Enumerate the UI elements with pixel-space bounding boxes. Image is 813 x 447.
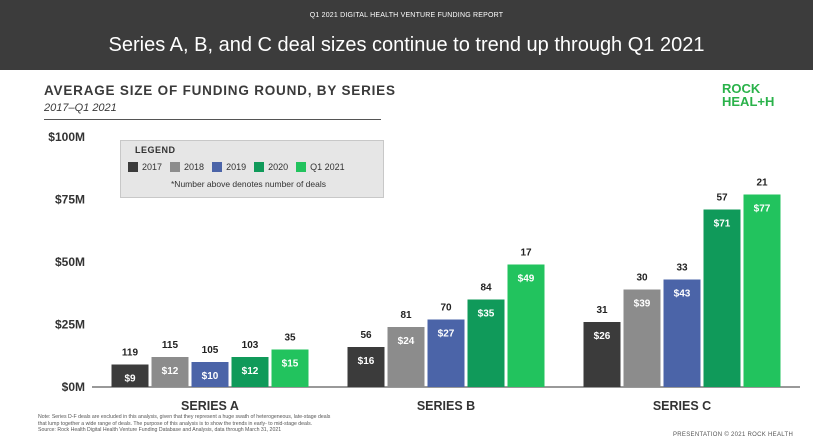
deal-count-label: 115	[162, 340, 179, 351]
bar	[467, 299, 505, 387]
bar-value-label: $26	[594, 331, 611, 342]
logo-line-2: HEAL+H	[722, 94, 775, 109]
deal-count-label: 103	[242, 340, 259, 351]
legend-label: Q1 2021	[310, 162, 345, 172]
deal-count-label: 119	[122, 348, 139, 359]
bar	[623, 289, 661, 387]
bar-value-label: $77	[754, 204, 771, 215]
bar	[231, 357, 269, 387]
legend-swatch	[212, 162, 223, 172]
y-tick-label: $50M	[55, 255, 85, 269]
deal-count-label: 33	[676, 263, 688, 274]
bar-value-label: $12	[162, 366, 179, 377]
header-banner: Q1 2021 DIGITAL HEALTH VENTURE FUNDING R…	[0, 0, 813, 70]
legend-note: *Number above denotes number of deals	[171, 179, 326, 189]
legend-item: 2017	[128, 162, 162, 172]
bar-value-label: $35	[478, 309, 495, 320]
bar-value-label: $15	[282, 359, 299, 370]
bar-value-label: $9	[124, 374, 136, 385]
bar	[663, 279, 701, 387]
y-tick-label: $0M	[62, 380, 85, 394]
bar	[703, 209, 741, 387]
deal-count-label: 81	[400, 310, 412, 321]
footnote: Note: Series D-F deals are excluded in t…	[38, 414, 378, 434]
rock-health-logo: ROCK HEAL+H	[722, 82, 774, 108]
deal-count-label: 21	[756, 178, 768, 189]
bar	[507, 264, 545, 387]
legend-item: 2019	[212, 162, 246, 172]
bar-value-label: $71	[714, 219, 731, 230]
bar	[387, 327, 425, 387]
legend-swatch	[170, 162, 181, 172]
chart-subtitle: 2017–Q1 2021	[44, 102, 117, 114]
bar	[111, 364, 149, 387]
legend-label: 2017	[142, 162, 163, 172]
bar-value-label: $39	[634, 299, 651, 310]
slide-headline: Series A, B, and C deal sizes continue t…	[108, 34, 705, 56]
legend-item: 2020	[254, 162, 288, 172]
bar-value-label: $49	[518, 274, 535, 285]
deal-count-label: 35	[284, 333, 296, 344]
deal-count-label: 30	[636, 273, 648, 284]
deal-count-label: 57	[716, 193, 728, 204]
logo-line-1: ROCK	[722, 81, 761, 96]
bar-value-label: $16	[358, 356, 375, 367]
deal-count-label: 56	[360, 330, 372, 341]
report-label: Q1 2021 DIGITAL HEALTH VENTURE FUNDING R…	[309, 12, 504, 19]
x-category-label: SERIES B	[417, 399, 475, 413]
legend-label: 2018	[184, 162, 205, 172]
bar	[583, 322, 621, 387]
chart-title: AVERAGE SIZE OF FUNDING ROUND, BY SERIES	[44, 83, 396, 98]
deal-count-label: 31	[596, 305, 608, 316]
bar-value-label: $12	[242, 366, 259, 377]
legend-label: 2020	[268, 162, 289, 172]
footnote-line: that lump together a wide range of deals…	[38, 420, 313, 427]
x-category-label: SERIES A	[181, 399, 239, 413]
legend-label: 2019	[226, 162, 247, 172]
y-tick-label: $100M	[48, 130, 85, 144]
legend-swatch	[296, 162, 307, 172]
footnote-line: Note: Series D-F deals are excluded in t…	[38, 414, 331, 420]
legend-item: Q1 2021	[296, 162, 345, 172]
bar	[427, 319, 465, 387]
legend-items: 2017 2018 2019 2020 Q1 2021	[128, 162, 353, 172]
chart-legend: LEGEND 2017 2018 2019 2020 Q1 2021 *Number a…	[120, 140, 384, 198]
bar	[271, 349, 309, 387]
deal-count-label: 70	[440, 303, 452, 314]
bar	[347, 347, 385, 387]
bar-value-label: $27	[438, 329, 455, 340]
deal-count-label: 17	[520, 248, 532, 259]
y-tick-label: $75M	[55, 193, 85, 207]
title-divider	[44, 119, 381, 120]
bar	[151, 357, 189, 387]
legend-swatch	[254, 162, 265, 172]
bar-value-label: $10	[202, 371, 219, 382]
legend-title: LEGEND	[135, 145, 176, 155]
legend-item: 2018	[170, 162, 204, 172]
footer-copyright: PRESENTATION © 2021 ROCK HEALTH	[673, 432, 794, 438]
x-category-label: SERIES C	[653, 399, 711, 413]
legend-swatch	[128, 162, 138, 172]
bar-value-label: $43	[674, 289, 691, 300]
bar	[743, 194, 781, 387]
bar	[191, 362, 229, 387]
deal-count-label: 84	[480, 283, 492, 294]
deal-count-label: 105	[202, 345, 219, 356]
bar-value-label: $24	[398, 336, 415, 347]
footnote-line: Source: Rock Health Digital Health Ventu…	[38, 427, 282, 433]
y-tick-label: $25M	[55, 318, 85, 332]
